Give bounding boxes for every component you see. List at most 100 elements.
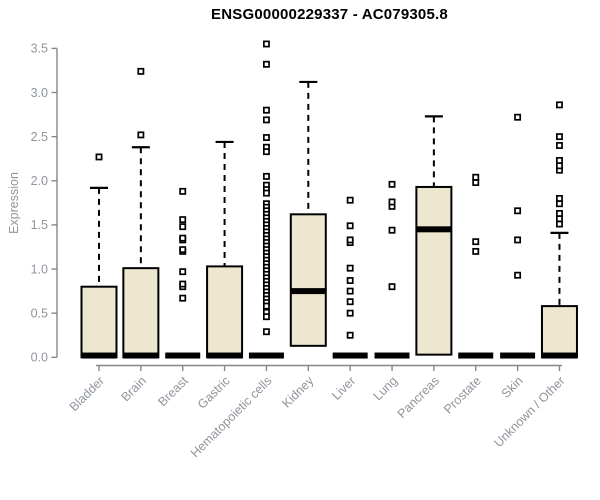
outlier-point (556, 209, 563, 217)
median-bar (248, 352, 284, 359)
outlier-point (472, 173, 480, 181)
outlier-point (262, 40, 270, 48)
x-tick-label: Hematopoietic cells (188, 374, 275, 461)
outlier-point (346, 236, 354, 244)
x-tick-label: Unknown / Other (491, 374, 567, 450)
outlier-point (514, 113, 522, 121)
outlier-point (346, 309, 354, 317)
outlier-point (388, 180, 396, 188)
outlier-point (262, 106, 270, 114)
median-bar (458, 352, 494, 359)
box-liver (332, 196, 368, 359)
x-tick-label: Pancreas (395, 374, 442, 421)
outlier-point (472, 247, 480, 255)
outlier-point (346, 287, 354, 295)
outlier-point (262, 134, 270, 141)
outlier-point (514, 236, 522, 244)
box-breast (165, 187, 201, 359)
y-tick-label: 1.5 (31, 218, 48, 232)
outlier-point (556, 142, 563, 149)
outlier-point (556, 215, 563, 223)
outlier-point (472, 179, 480, 186)
outlier-point (556, 194, 563, 202)
outlier-point (137, 67, 145, 75)
outlier-point (262, 328, 270, 336)
median-bar (165, 352, 201, 359)
box-bladder (80, 153, 118, 359)
outlier-point (388, 198, 396, 206)
outlier-point (388, 283, 396, 291)
outlier-point (346, 331, 354, 339)
median-bar (207, 352, 243, 359)
y-tick-label: 0.0 (31, 351, 48, 365)
outlier-point (179, 216, 187, 224)
x-tick-label: Bladder (67, 374, 107, 414)
box-gastric (206, 140, 244, 359)
outlier-point (346, 298, 354, 306)
iqr-box (80, 285, 118, 359)
iqr-box (206, 265, 244, 359)
box-prostate (458, 173, 494, 359)
median-bar (123, 352, 159, 359)
outlier-point (514, 207, 522, 215)
x-tick-label: Gastric (195, 374, 233, 412)
x-tick-label: Lung (371, 374, 401, 404)
outlier-point (262, 189, 270, 197)
y-tick-label: 1.0 (31, 262, 48, 276)
outlier-point (179, 223, 187, 231)
iqr-box (122, 267, 160, 359)
y-tick-label: 3.5 (31, 42, 48, 56)
outlier-point (179, 268, 187, 276)
median-bar (500, 352, 536, 359)
outlier-point (346, 264, 354, 272)
outlier-point (262, 172, 270, 180)
x-tick-label: Kidney (279, 373, 316, 410)
box-skin (500, 113, 536, 359)
iqr-box (415, 185, 453, 356)
x-tick-label: Breast (155, 373, 191, 409)
median-bar (81, 352, 117, 359)
outlier-point (472, 238, 480, 246)
outlier-point (262, 116, 270, 124)
outlier-point (556, 101, 563, 109)
outlier-point (514, 271, 522, 279)
box-kidney (289, 80, 327, 347)
median-bar (541, 352, 577, 359)
y-tick-label: 3.0 (31, 86, 48, 100)
box-pancreas (415, 115, 453, 356)
box-lung (374, 180, 410, 359)
iqr-box (289, 213, 327, 347)
chart-title: ENSG00000229337 - AC079305.8 (211, 6, 448, 23)
y-tick-label: 0.5 (31, 306, 48, 320)
x-tick-label: Prostate (441, 374, 484, 417)
outlier-point (95, 153, 103, 161)
outlier-point (346, 277, 354, 284)
outlier-point (137, 131, 145, 139)
median-bar (290, 288, 326, 295)
box-brain (122, 67, 160, 359)
iqr-box (540, 305, 578, 359)
outlier-point (179, 234, 187, 242)
outlier-point (262, 60, 270, 68)
outlier-point (556, 220, 563, 228)
outlier-point (346, 196, 354, 204)
box-unknown-other (540, 101, 578, 359)
outlier-point (179, 187, 187, 195)
x-tick-label: Brain (118, 374, 149, 405)
y-tick-label: 2.5 (31, 130, 48, 144)
outlier-point (556, 157, 563, 164)
outlier-point (556, 133, 563, 141)
outlier-point (556, 200, 563, 208)
x-tick-label: Skin (499, 374, 526, 401)
outlier-point (262, 148, 270, 156)
median-bar (332, 352, 368, 359)
outlier-point (179, 246, 187, 254)
median-bar (416, 226, 452, 233)
x-tick-label: Liver (329, 374, 358, 403)
outlier-point (388, 226, 396, 234)
outlier-point (346, 222, 354, 230)
outlier-point (262, 313, 270, 321)
box-hematopoietic-cells (248, 40, 284, 359)
